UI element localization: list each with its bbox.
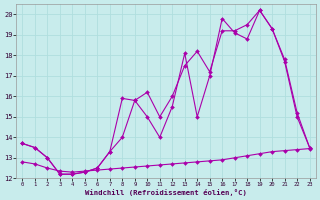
- X-axis label: Windchill (Refroidissement éolien,°C): Windchill (Refroidissement éolien,°C): [85, 189, 247, 196]
